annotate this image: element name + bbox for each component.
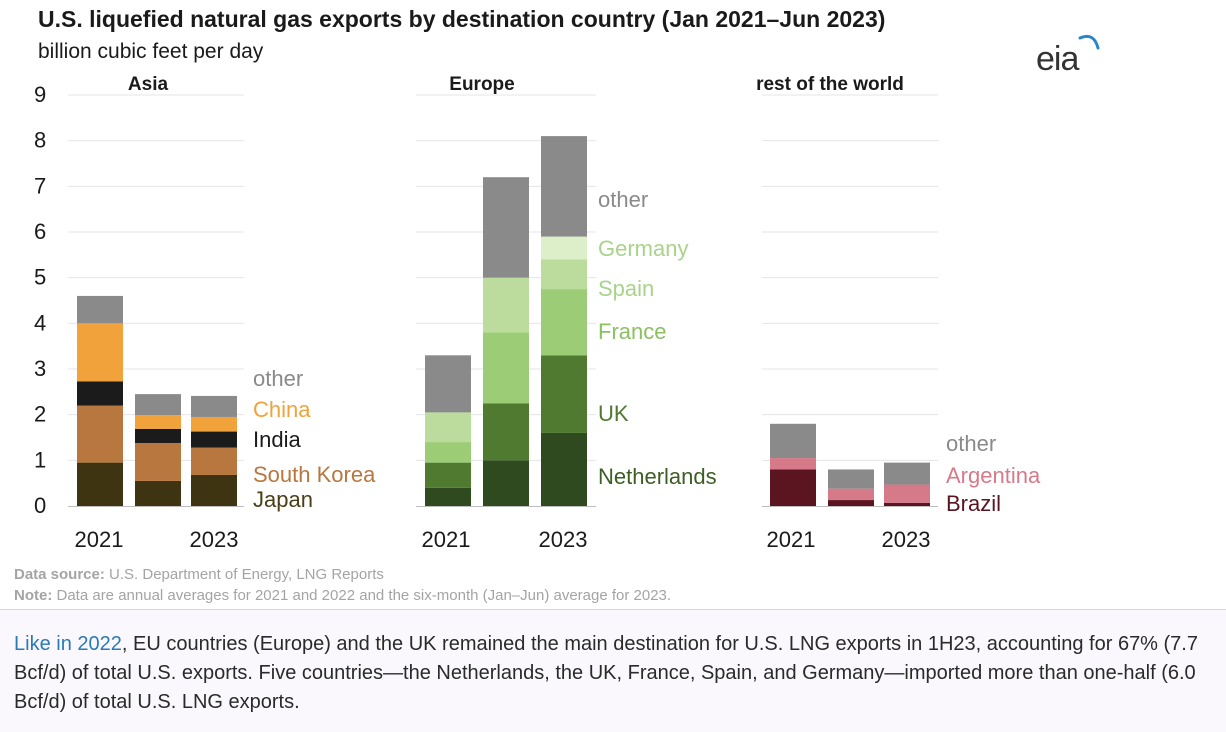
bar-europe-uk-2022 [483,403,529,461]
bar-europe-france-2023 [541,289,587,356]
bar-asia-other-2022 [135,394,181,416]
legend-label-europe-germany: Germany [598,236,688,261]
bar-asia-india-2021 [77,381,123,406]
bar-rest-of-the-world-brazil-2023 [884,502,930,506]
divider [0,609,1226,610]
y-tick-label: 0 [34,493,46,518]
legend-label-rest-of-the-world-argentina: Argentina [946,463,1041,488]
legend-label-asia-china: China [253,397,311,422]
unit-label: billion cubic feet per day [38,40,264,63]
bar-europe-france-2021 [425,442,471,463]
bar-asia-japan-2021 [77,462,123,506]
panel-title-rest-of-the-world: rest of the world [756,74,904,95]
x-tick-label: 2021 [422,527,471,552]
legend-label-europe-spain: Spain [598,276,654,301]
note-label: Note: [14,587,53,604]
bar-rest-of-the-world-argentina-2022 [828,488,874,501]
caption: Like in 2022, EU countries (Europe) and … [14,630,1214,717]
bar-europe-other-2021 [425,355,471,413]
legend-label-rest-of-the-world-other: other [946,431,996,456]
legend-label-rest-of-the-world-brazil: Brazil [946,491,1001,516]
bar-asia-india-2023 [191,431,237,448]
x-tick-label: 2023 [190,527,239,552]
logo-text: eia [1036,40,1079,78]
legend-label-europe-other: other [598,187,648,212]
legend-label-asia-india: India [253,427,301,452]
legend-label-asia-japan: Japan [253,487,313,512]
panel-title-asia: Asia [128,74,169,95]
y-tick-label: 7 [34,173,46,198]
bar-europe-uk-2021 [425,462,471,488]
legend-label-europe-uk: UK [598,401,629,426]
chart-title: U.S. liquefied natural gas exports by de… [38,6,886,32]
bar-asia-japan-2023 [191,474,237,506]
y-tick-label: 2 [34,402,46,427]
x-tick-label: 2023 [539,527,588,552]
footnotes: Data source: U.S. Department of Energy, … [14,564,671,606]
bar-asia-china-2023 [191,416,237,432]
bar-rest-of-the-world-argentina-2023 [884,484,930,503]
bar-asia-china-2022 [135,415,181,429]
y-tick-label: 6 [34,219,46,244]
bar-rest-of-the-world-other-2022 [828,469,874,489]
bar-rest-of-the-world-brazil-2022 [828,500,874,506]
source-text: U.S. Department of Energy, LNG Reports [104,566,384,583]
bar-europe-uk-2023 [541,355,587,433]
bar-europe-other-2023 [541,136,587,237]
y-tick-label: 8 [34,128,46,153]
bar-rest-of-the-world-brazil-2021 [770,469,816,506]
bar-rest-of-the-world-other-2023 [884,462,930,485]
note-text: Data are annual averages for 2021 and 20… [52,587,672,604]
legend-label-europe-france: France [598,319,666,344]
bar-asia-other-2021 [77,295,123,324]
y-tick-label: 5 [34,265,46,290]
x-tick-label: 2021 [75,527,124,552]
bar-europe-germany-2023 [541,236,587,260]
logo-arc-icon [1078,34,1100,50]
bar-asia-japan-2022 [135,480,181,506]
source-label: Data source: [14,566,105,583]
bar-rest-of-the-world-argentina-2021 [770,458,816,470]
caption-link[interactable]: Like in 2022 [14,633,122,655]
y-tick-label: 1 [34,447,46,472]
legend-label-asia-south-korea: South Korea [253,462,376,487]
caption-area: Like in 2022, EU countries (Europe) and … [0,610,1226,732]
bar-europe-spain-2021 [425,412,471,443]
panel-title-europe: Europe [449,74,514,95]
caption-text: , EU countries (Europe) and the UK remai… [14,633,1198,713]
bar-asia-south-korea-2021 [77,405,123,463]
bar-europe-netherlands-2022 [483,460,529,506]
y-tick-label: 9 [34,82,46,107]
x-tick-label: 2023 [882,527,931,552]
x-tick-label: 2021 [767,527,816,552]
bar-europe-other-2022 [483,177,529,278]
bar-asia-south-korea-2022 [135,442,181,481]
eia-logo: eia [1036,26,1106,78]
bar-asia-south-korea-2023 [191,447,237,475]
bar-asia-other-2023 [191,395,237,417]
y-tick-label: 4 [34,310,46,335]
data-source-line: Data source: U.S. Department of Energy, … [14,564,671,585]
bar-europe-france-2022 [483,332,529,404]
bar-europe-spain-2022 [483,277,529,333]
bar-europe-netherlands-2023 [541,432,587,506]
legend-label-europe-netherlands: Netherlands [598,464,717,489]
bar-asia-china-2021 [77,323,123,382]
note-line: Note: Data are annual averages for 2021 … [14,585,671,606]
bar-europe-netherlands-2021 [425,487,471,506]
legend-label-asia-other: other [253,366,303,391]
bar-rest-of-the-world-other-2021 [770,423,816,459]
bar-asia-india-2022 [135,428,181,443]
y-tick-label: 3 [34,356,46,381]
bar-europe-spain-2023 [541,259,587,290]
